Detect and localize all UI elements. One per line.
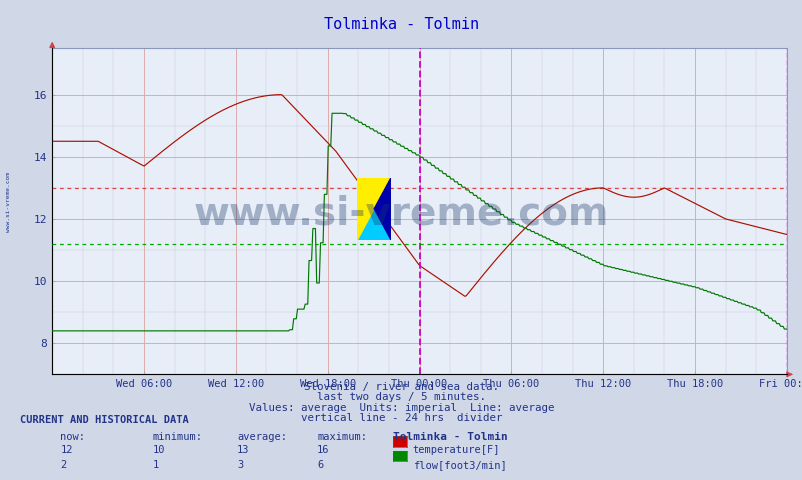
Text: 1: 1 [152, 460, 159, 470]
Text: Slovenia / river and sea data.: Slovenia / river and sea data. [304, 382, 498, 392]
Text: www.si-vreme.com: www.si-vreme.com [6, 172, 11, 232]
Polygon shape [357, 178, 391, 240]
Text: 16: 16 [317, 445, 330, 456]
Polygon shape [357, 178, 391, 240]
Text: minimum:: minimum: [152, 432, 202, 442]
Text: 13: 13 [237, 445, 249, 456]
Text: maximum:: maximum: [317, 432, 367, 442]
Text: 10: 10 [152, 445, 165, 456]
Text: vertical line - 24 hrs  divider: vertical line - 24 hrs divider [301, 413, 501, 423]
Text: 12: 12 [60, 445, 73, 456]
Polygon shape [374, 178, 391, 240]
Text: temperature[F]: temperature[F] [412, 445, 500, 456]
Text: Tolminka - Tolmin: Tolminka - Tolmin [393, 432, 508, 442]
Text: Values: average  Units: imperial  Line: average: Values: average Units: imperial Line: av… [249, 403, 553, 413]
Text: 2: 2 [60, 460, 67, 470]
Text: Tolminka - Tolmin: Tolminka - Tolmin [323, 17, 479, 32]
Text: 6: 6 [317, 460, 323, 470]
Text: 3: 3 [237, 460, 243, 470]
Polygon shape [357, 178, 391, 240]
Text: last two days / 5 minutes.: last two days / 5 minutes. [317, 392, 485, 402]
Text: flow[foot3/min]: flow[foot3/min] [412, 460, 506, 470]
Text: www.si-vreme.com: www.si-vreme.com [193, 194, 609, 233]
Text: now:: now: [60, 432, 85, 442]
Text: average:: average: [237, 432, 286, 442]
Text: CURRENT AND HISTORICAL DATA: CURRENT AND HISTORICAL DATA [20, 415, 188, 425]
